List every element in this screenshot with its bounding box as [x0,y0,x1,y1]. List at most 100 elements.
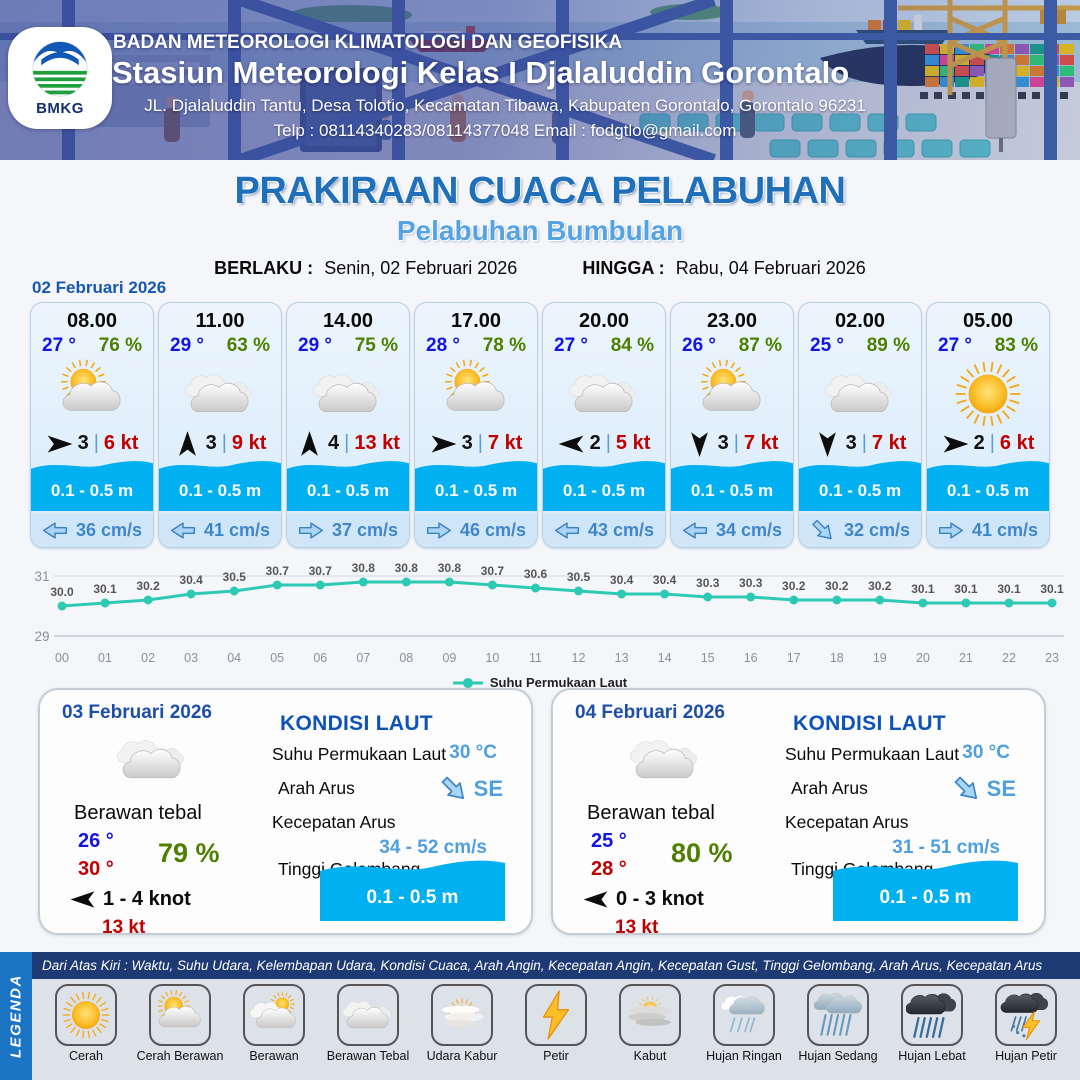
gust-speed: 13 kt [354,432,400,455]
current-row: 43 cm/s [543,514,665,547]
svg-text:30.2: 30.2 [136,579,160,593]
svg-text:31: 31 [34,569,49,584]
udara-kabur-icon [442,998,484,1028]
current-speed: 37 cm/s [331,520,399,541]
kabut-icon [628,996,671,1026]
wind-direction-icon [46,434,73,454]
wave-height: 0.1 - 0.5 m [159,457,281,512]
wind-speed: 3 [205,432,217,455]
station-name: Stasiun Meteorologi Kelas I Djalaluddin … [112,55,850,90]
legend-icon-box [619,984,681,1046]
legend-strip-label: LEGENDA [0,952,32,1080]
svg-text:02: 02 [141,651,155,665]
wind-row: 3 | 7 kt [671,430,793,457]
current-direction-icon [554,521,580,540]
air-temperature: 28 ° [426,335,461,356]
air-temperature: 27 ° [938,335,973,356]
svg-text:30.8: 30.8 [395,561,419,575]
wave-height-value: 0.1 - 0.5 m [415,475,537,512]
gust-speed: 13 kt [615,917,659,938]
humidity: 89 % [866,335,910,356]
weather-icon-slot [31,358,153,430]
svg-text:01: 01 [98,651,112,665]
current-row: 46 cm/s [415,514,537,547]
wave-height-value: 0.1 - 0.5 m [833,879,1018,921]
svg-text:30.2: 30.2 [868,579,892,593]
sst-value: 30 °C [449,742,497,763]
svg-text:09: 09 [442,651,456,665]
current-speed: 46 cm/s [459,520,527,541]
wave-height-box: 0.1 - 0.5 m [833,857,1018,921]
weather-icon-slot [671,358,793,430]
chart-legend-label: Suhu Permukaan Laut [489,675,628,690]
sst-label: Suhu Permukaan Laut [785,744,960,764]
berawan-tebal-icon [342,1000,391,1029]
gust-speed: 7 kt [871,432,907,455]
svg-text:30.2: 30.2 [782,579,806,593]
wind-direction-icon [430,434,457,454]
current-row: 32 cm/s [799,514,921,547]
separator: | [221,432,227,455]
wind-direction-icon [70,890,96,909]
berlaku-label: BERLAKU : [214,258,314,278]
legend-item-hujan-sedang: Hujan Sedang [792,984,884,1080]
legend-item-label: Hujan Sedang [798,1049,878,1063]
svg-text:21: 21 [959,651,973,665]
berawan-tebal-icon [569,374,636,413]
hingga-label: HINGGA : [582,258,665,278]
berawan-tebal-icon [117,740,184,779]
gust-speed: 6 kt [999,432,1035,455]
svg-text:30.8: 30.8 [352,561,376,575]
legend-main: Dari Atas Kiri : Waktu, Suhu Udara, Kele… [32,952,1080,1080]
hourly-card-02.00: 02.00 25 ° 89 % 3 | 7 kt 0.1 - 0.5 m 32 cm/s [798,302,922,548]
separator: | [733,432,739,455]
svg-text:30.3: 30.3 [696,576,720,590]
cerah-berawan-icon [701,359,761,411]
legend-item-label: Hujan Ringan [706,1049,782,1063]
gust-speed: 7 kt [743,432,779,455]
wind-direction-icon [177,430,197,457]
current-speed: 41 cm/s [203,520,271,541]
svg-text:30.1: 30.1 [1040,582,1064,596]
wind-row: 1 - 4 knot [70,888,191,911]
gust-speed: 6 kt [103,432,139,455]
berawan-tebal-icon [185,374,252,413]
wind-row: 3 | 7 kt [415,430,537,457]
hujan-lebat-icon [906,993,957,1038]
svg-text:08: 08 [399,651,413,665]
time-label: 14.00 [322,310,374,332]
svg-text:30.4: 30.4 [610,573,634,587]
cerah-icon [62,991,110,1039]
condition-label: Berawan tebal [587,802,715,824]
legend-item-label: Hujan Lebat [898,1049,966,1063]
bmkg-logo-text: BMKG [36,100,84,117]
legend-item-cerah: Cerah [40,984,132,1080]
svg-text:30.0: 30.0 [50,585,74,599]
temp-humidity-row: 25 ° 89 % [799,335,921,357]
svg-text:30.1: 30.1 [997,582,1021,596]
hourly-card-08.00: 08.00 27 ° 76 % 3 | 6 kt 0.1 - 0.5 m 36 cm/s [30,302,154,548]
current-direction-icon [42,521,68,540]
wind-speed: 3 [717,432,729,455]
hourly-date: 02 Februari 2026 [32,278,167,297]
berawan-tebal-icon [313,374,380,413]
humidity: 79 % [158,838,220,868]
svg-text:03: 03 [184,651,198,665]
wind-direction-icon [817,430,837,457]
wave-height: 0.1 - 0.5 m [799,457,921,512]
current-speed: 34 cm/s [715,520,783,541]
svg-text:14: 14 [658,651,672,665]
humidity: 84 % [610,335,654,356]
sea-conditions-heading: KONDISI LAUT [280,712,433,735]
wave-height: 0.1 - 0.5 m [927,457,1049,512]
svg-text:23: 23 [1045,651,1059,665]
title-block: PRAKIRAAN CUACA PELABUHAN Pelabuhan Bumb… [0,170,1080,279]
air-temperature: 26 ° [682,335,717,356]
wave-height-value: 0.1 - 0.5 m [671,475,793,512]
legend-icon-box [431,984,493,1046]
legend-item-hujan-lebat: Hujan Lebat [886,984,978,1080]
svg-text:15: 15 [701,651,715,665]
svg-text:06: 06 [313,651,327,665]
svg-text:07: 07 [356,651,370,665]
